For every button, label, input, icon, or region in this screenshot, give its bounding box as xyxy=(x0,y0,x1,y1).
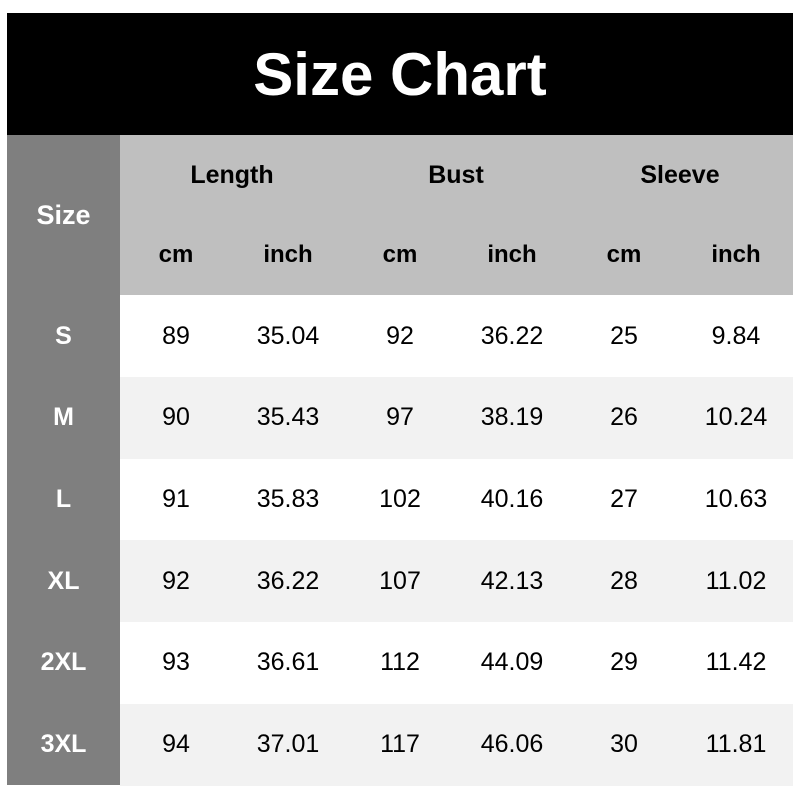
table-row: 2XL 93 36.61 112 44.09 29 11.42 xyxy=(7,622,793,704)
unit-header: cm xyxy=(606,241,642,268)
size-label: XL xyxy=(47,566,80,595)
row-cells: 92 36.22 107 42.13 28 11.02 xyxy=(120,540,793,623)
table-cell: 92 xyxy=(386,321,414,350)
header-sleeve: Sleeve xyxy=(640,160,720,189)
unit-header: inch xyxy=(711,241,761,268)
table-cell: 90 xyxy=(162,403,190,432)
table-cell: 38.19 xyxy=(480,403,544,432)
table-row: XL 92 36.22 107 42.13 28 11.02 xyxy=(7,540,793,623)
table-cell: 27 xyxy=(610,484,638,513)
unit-header: inch xyxy=(263,241,313,268)
table-row: M 90 35.43 97 38.19 26 10.24 xyxy=(7,376,793,459)
unit-header: cm xyxy=(382,241,418,268)
table-cell: 117 xyxy=(380,730,420,758)
size-label: L xyxy=(55,484,72,513)
unit-header: cm xyxy=(158,241,194,268)
table-cell: 11.81 xyxy=(705,730,767,758)
row-cells: 93 36.61 112 44.09 29 11.42 xyxy=(120,622,793,704)
size-label: 2XL xyxy=(40,648,87,677)
table-cell: 28 xyxy=(610,566,638,595)
table-row: S 89 35.04 92 36.22 25 9.84 xyxy=(7,295,793,377)
table-cell: 46.06 xyxy=(480,730,544,758)
table-cell: 35.83 xyxy=(256,484,320,513)
table-cell: 107 xyxy=(379,566,421,595)
page-title: Size Chart xyxy=(7,13,793,135)
header-bust: Bust xyxy=(428,160,484,189)
table-cell: 36.22 xyxy=(256,566,320,595)
table-cell: 89 xyxy=(162,321,190,350)
table-cell: 9.84 xyxy=(711,321,761,350)
row-cells: 90 35.43 97 38.19 26 10.24 xyxy=(120,376,793,459)
table-row: L 91 35.83 102 40.16 27 10.63 xyxy=(7,458,793,540)
size-label: M xyxy=(53,403,74,432)
row-cells: 91 35.83 102 40.16 27 10.63 xyxy=(120,458,793,540)
table-cell: 37.01 xyxy=(256,730,320,758)
row-cells: 89 35.04 92 36.22 25 9.84 xyxy=(120,295,793,377)
table-cell: 112 xyxy=(380,648,420,677)
table-cell: 97 xyxy=(386,403,414,432)
table-cell: 102 xyxy=(379,484,421,513)
table-cell: 10.24 xyxy=(704,403,768,432)
size-header: Size xyxy=(36,199,91,230)
table-cell: 30 xyxy=(610,730,638,758)
table-cell: 36.22 xyxy=(480,321,544,350)
table-cell: 35.43 xyxy=(256,403,320,432)
table-cell: 25 xyxy=(610,321,638,350)
table-cell: 26 xyxy=(610,403,638,432)
table-cell: 40.16 xyxy=(480,484,544,513)
unit-header: inch xyxy=(487,241,537,268)
header-length: Length xyxy=(190,160,274,189)
table-cell: 44.09 xyxy=(480,648,544,677)
table-cell: 35.04 xyxy=(256,321,320,350)
table-cell: 36.61 xyxy=(256,648,320,677)
table-cell: 42.13 xyxy=(480,566,544,595)
size-label: 3XL xyxy=(40,730,87,758)
size-label: S xyxy=(55,321,72,350)
table-cell: 11.42 xyxy=(705,648,767,677)
size-column: Size xyxy=(7,135,120,785)
table-cell: 93 xyxy=(162,648,190,677)
table-cell: 10.63 xyxy=(704,484,768,513)
table-cell: 94 xyxy=(162,730,190,758)
table-cell: 91 xyxy=(162,484,190,513)
table-cell: 92 xyxy=(162,566,190,595)
table-row: 3XL 94 37.01 117 46.06 30 11.81 xyxy=(7,703,793,786)
table-cell: 29 xyxy=(610,648,638,677)
table-header: Length Bust Sleeve cm inch cm inch cm in… xyxy=(120,135,793,295)
table-cell: 11.02 xyxy=(705,566,767,595)
row-cells: 94 37.01 117 46.06 30 11.81 xyxy=(120,703,793,786)
